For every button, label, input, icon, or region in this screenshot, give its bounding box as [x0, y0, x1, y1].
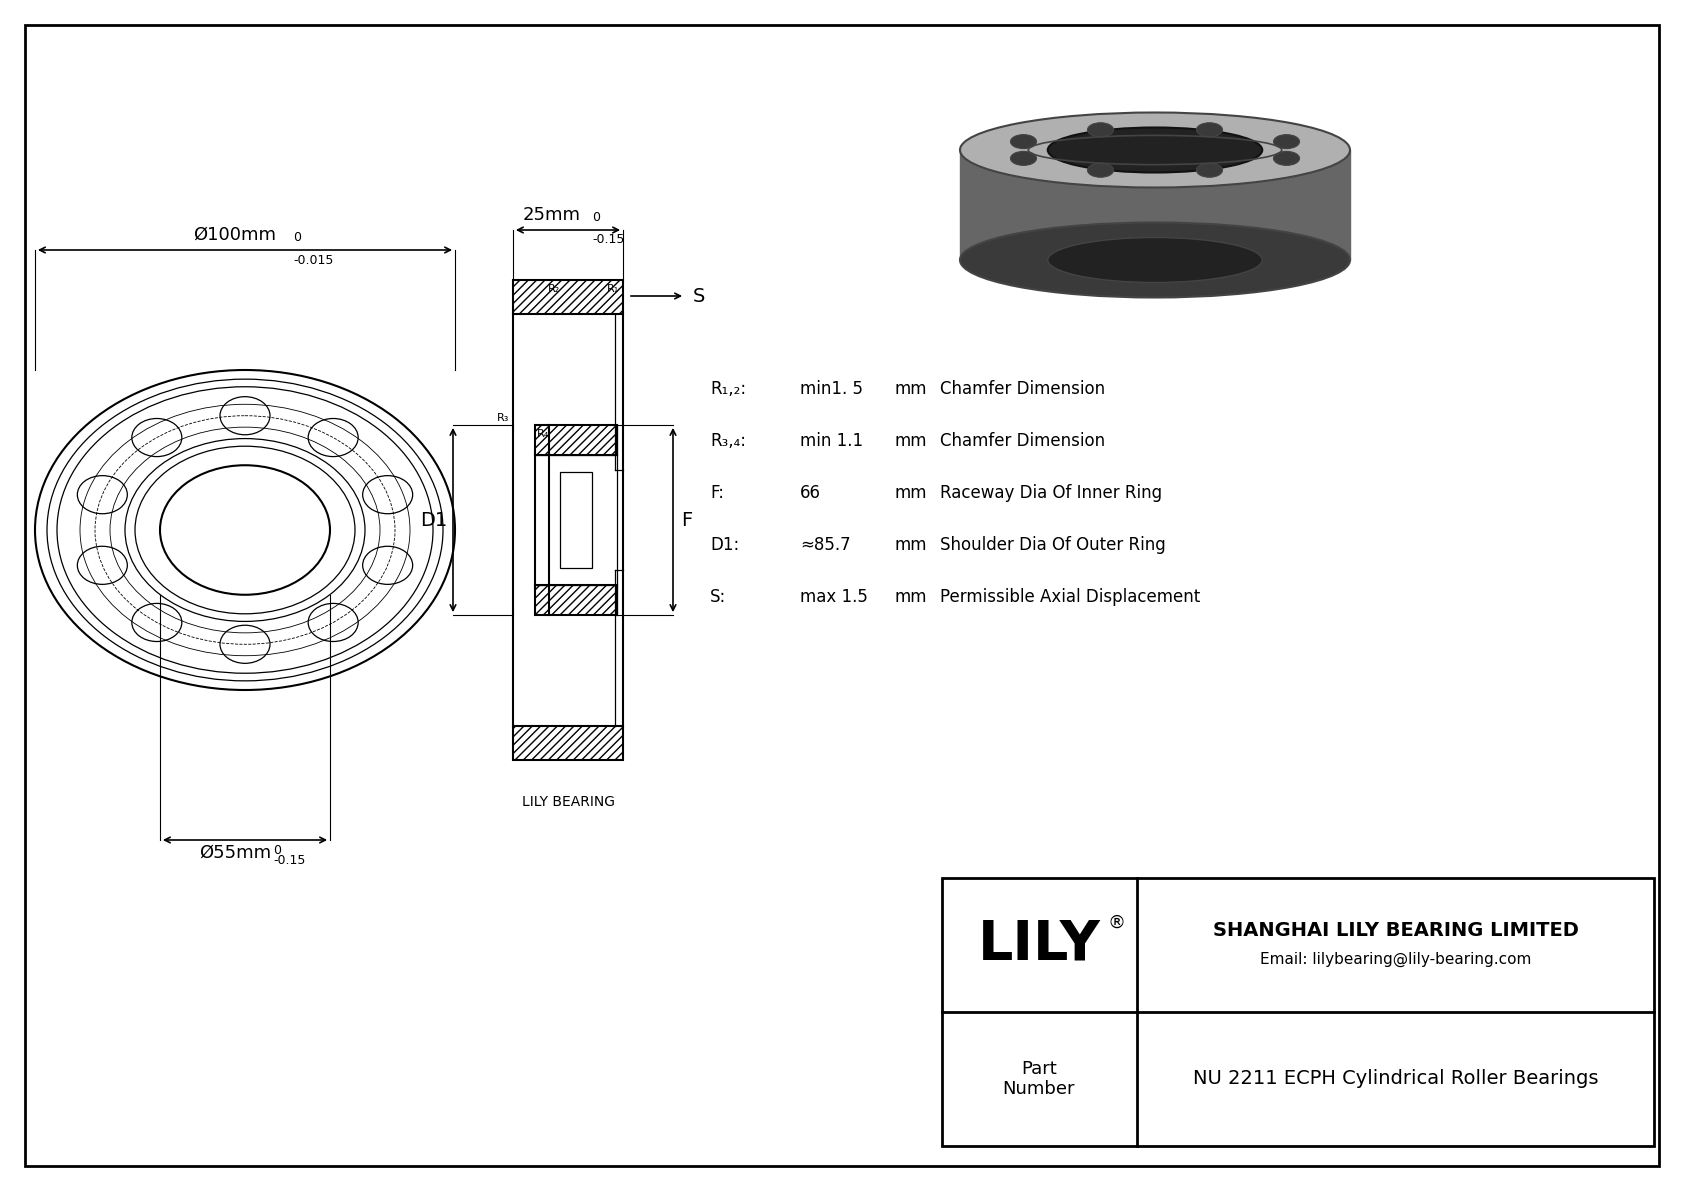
Text: S:: S:: [711, 588, 726, 606]
Text: Chamfer Dimension: Chamfer Dimension: [940, 432, 1105, 450]
Text: min 1.1: min 1.1: [800, 432, 864, 450]
Text: Email: lilybearing@lily-bearing.com: Email: lilybearing@lily-bearing.com: [1260, 952, 1531, 967]
Ellipse shape: [960, 112, 1351, 187]
Bar: [561, 472, 593, 568]
Text: 0: 0: [593, 211, 600, 224]
Text: S: S: [694, 287, 706, 306]
Text: Permissible Axial Displacement: Permissible Axial Displacement: [940, 588, 1201, 606]
Text: min1. 5: min1. 5: [800, 380, 862, 398]
Text: ®: ®: [1106, 913, 1125, 933]
Text: mm: mm: [894, 484, 928, 501]
Text: Ø100mm: Ø100mm: [194, 226, 276, 244]
Ellipse shape: [1010, 135, 1036, 149]
Text: Part
Number: Part Number: [1002, 1060, 1076, 1098]
Text: mm: mm: [894, 380, 928, 398]
Ellipse shape: [1196, 163, 1223, 177]
Text: 0: 0: [293, 231, 301, 244]
Text: Chamfer Dimension: Chamfer Dimension: [940, 380, 1105, 398]
Bar: [941, 878, 1654, 1146]
Text: R₃: R₃: [497, 413, 509, 423]
Text: 66: 66: [800, 484, 822, 501]
Ellipse shape: [1273, 135, 1300, 149]
Ellipse shape: [960, 223, 1351, 298]
Text: Ø55mm: Ø55mm: [199, 844, 271, 862]
Text: SHANGHAI LILY BEARING LIMITED: SHANGHAI LILY BEARING LIMITED: [1212, 922, 1578, 941]
Text: mm: mm: [894, 536, 928, 554]
Text: R₄: R₄: [537, 429, 549, 439]
Ellipse shape: [1010, 151, 1036, 166]
Text: F:: F:: [711, 484, 724, 501]
Text: NU 2211 ECPH Cylindrical Roller Bearings: NU 2211 ECPH Cylindrical Roller Bearings: [1192, 1070, 1598, 1089]
Text: 25mm: 25mm: [524, 206, 581, 224]
Text: Shoulder Dia Of Outer Ring: Shoulder Dia Of Outer Ring: [940, 536, 1165, 554]
Bar: [536, 585, 616, 615]
Text: R₃,₄:: R₃,₄:: [711, 432, 746, 450]
Ellipse shape: [1273, 151, 1300, 166]
Ellipse shape: [1088, 163, 1113, 177]
Ellipse shape: [1088, 123, 1113, 137]
Text: R₂: R₂: [547, 283, 561, 294]
Text: R₁: R₁: [606, 283, 620, 294]
Text: ≈85.7: ≈85.7: [800, 536, 850, 554]
Text: mm: mm: [894, 432, 928, 450]
Text: max 1.5: max 1.5: [800, 588, 867, 606]
Text: D1:: D1:: [711, 536, 739, 554]
Bar: [514, 280, 623, 314]
Bar: [536, 425, 616, 455]
Text: -0.015: -0.015: [293, 254, 333, 267]
Bar: [514, 727, 623, 760]
Text: mm: mm: [894, 588, 928, 606]
Text: D1: D1: [419, 511, 446, 530]
Text: LILY BEARING: LILY BEARING: [522, 796, 615, 809]
Text: -0.15: -0.15: [593, 233, 625, 247]
Text: 0: 0: [273, 844, 281, 858]
Text: Raceway Dia Of Inner Ring: Raceway Dia Of Inner Ring: [940, 484, 1162, 501]
Text: R₁,₂:: R₁,₂:: [711, 380, 746, 398]
Text: -0.15: -0.15: [273, 854, 305, 867]
Text: LILY: LILY: [978, 918, 1100, 972]
Ellipse shape: [1047, 237, 1263, 282]
Ellipse shape: [1196, 123, 1223, 137]
Text: F: F: [680, 511, 692, 530]
Ellipse shape: [1047, 127, 1263, 173]
